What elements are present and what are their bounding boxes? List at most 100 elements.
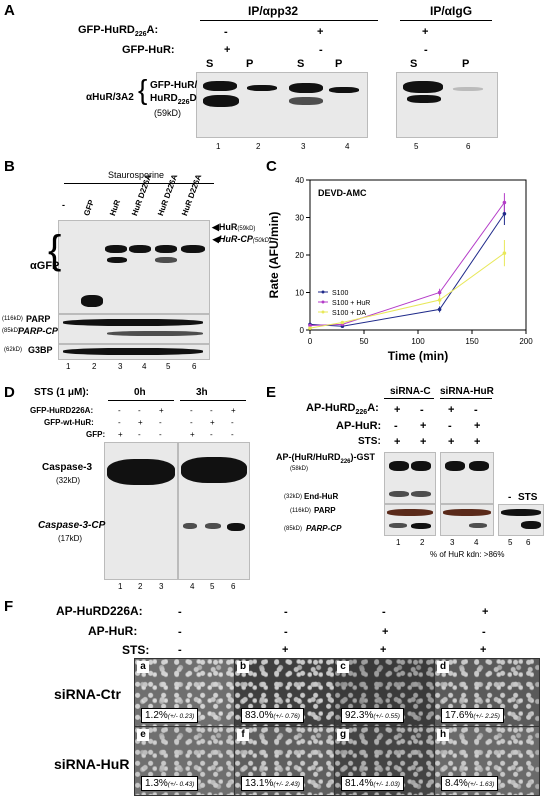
panel-b-hurcp-label: ◀HuR-CP(50kD) [212,234,271,244]
panel-e-lane-6: 6 [526,538,531,547]
panel-f-r2c4: - [482,626,486,638]
data-point-2-3 [502,251,507,255]
panel-e-blot-hur [440,452,494,504]
panel-c-letter: C [266,158,277,175]
panel-e-r3c3: + [448,436,455,448]
panel-a-lane-5: 5 [414,142,419,151]
panel-d-r2c6: - [231,418,234,427]
panel-f-r3c2: + [282,644,289,656]
panel-d-casp3-kd: (32kD) [56,476,81,485]
panel-e-row1-label: AP-HuRD226A: [306,402,379,417]
x-axis-label: Time (min) [388,349,448,363]
panel-a-row1-v3: + [422,26,429,38]
legend-label-0: S100 [332,290,348,297]
panel-a-blot-igg [396,72,498,138]
panel-d-r1c3: + [159,406,164,415]
micrograph-f: f 13.1%(+/- 2.43) [234,726,340,796]
x-tick-label-1: 50 [360,337,369,346]
panel-b-letter: B [4,158,15,175]
panel-b-parpcp-kd: (85kD) [2,328,21,334]
panel-d-lane-4: 4 [190,582,195,591]
lane-p3: P [462,58,470,70]
micrograph-e: e 1.3%(+/- 0.43) [134,726,240,796]
panel-c-chart: 0 50 100 150 200 0 10 20 30 40 DEVD-AMC Time (min) R… [267,176,533,363]
data-point-2-1 [340,320,345,325]
panel-b-parpcp: PARP-CP [18,326,58,336]
data-point-0-2 [437,307,442,312]
panel-e-row2-label: AP-HuR: [336,420,382,432]
panel-f-r1c2: - [284,606,288,618]
panel-d-r2c5: + [210,418,215,427]
panel-f-r3c4: + [480,644,487,656]
data-point-0-3 [502,211,507,216]
panel-d-lane-3: 3 [159,582,164,591]
panel-d-line-0h [108,400,174,401]
panel-d-time-3: 3h [196,387,208,398]
panel-b-blot-g3bp [58,344,210,360]
panel-e-endhur-kd: (32kD) [284,494,303,500]
micrograph-g-pct: 81.4%(+/- 1.03) [341,776,404,791]
legend-label-2: S100 + DA [332,310,366,317]
panel-f-r2c2: - [284,626,288,638]
panel-d-r3c4: + [190,430,195,439]
panel-e-row3-label: STS: [358,436,381,447]
panel-d-blot-0h [104,442,178,580]
chart-title: DEVD-AMC [318,188,367,198]
legend-label-1: S100 + HuR [332,300,370,307]
x-tick-label-3: 150 [465,337,479,346]
panel-d-r2c1: - [118,418,121,427]
panel-b-hdr-2: GFP [82,198,97,218]
panel-b-antibody: αGFP [30,260,60,272]
panel-f-letter: F [4,598,14,615]
panel-b-blot-parp [58,314,210,344]
data-point-1-3 [502,200,507,205]
panel-a-lane-3: 3 [301,142,306,151]
panel-e-r1c2: - [420,404,424,416]
panel-a-brace: { [138,74,148,105]
panel-d-r1c4: - [190,406,193,415]
panel-f-r2c1: - [178,626,182,638]
panel-a-letter: A [4,2,15,19]
micrograph-f-pct: 13.1%(+/- 2.43) [241,776,304,791]
panel-d-letter: D [4,384,15,401]
panel-d-sts-label: STS (1 μM): [34,387,90,398]
data-point-2-2 [437,298,442,302]
panel-b-bracket [64,183,214,184]
panel-f-row-hur: siRNA-HuR [54,756,130,772]
panel-e-sirna-hur: siRNA-HuR [440,386,494,397]
panel-a-row2-v3: - [424,44,428,56]
micrograph-h: h 8.4%(+/- 1.63) [434,726,540,796]
panel-a-blot-pp32 [196,72,368,138]
y-tick-label-0: 0 [300,326,305,335]
panel-f-r1c1: - [178,606,182,618]
micrograph-d-pct: 17.6%(+/- 2.25) [441,708,504,723]
panel-b-g3bp-kd: (62kD) [4,347,23,353]
legend-marker-1 [321,300,325,304]
panel-f-r3c3: + [380,644,387,656]
ip-igg-line [400,20,492,21]
panel-b-lane-6: 6 [192,362,197,371]
panel-e-lane-5: 5 [508,538,513,547]
lane-s3: S [410,58,418,70]
panel-f-r3c1: - [178,644,182,656]
panel-e-r2c2: + [420,420,427,432]
panel-f-r1c3: - [382,606,386,618]
ip-pp32-label: IP/αpp32 [248,4,299,18]
lane-s2: S [297,58,305,70]
panel-a-row2-v1: + [224,44,231,56]
panel-e-r1c3: + [448,404,455,416]
panel-b-parp: PARP [26,314,51,324]
panel-e-parp-kd: (116kD) [290,508,311,514]
panel-d-r1c1: - [118,406,121,415]
panel-b-lane-2: 2 [92,362,97,371]
panel-e-lane-2: 2 [420,538,425,547]
panel-d-r2c4: - [190,418,193,427]
panel-b-brace: { [48,228,62,272]
panel-b-g3bp: G3BP [28,345,53,355]
panel-d-r2c3: - [159,418,162,427]
y-tick-label-1: 10 [295,289,304,298]
panel-a-lane-2: 2 [256,142,261,151]
panel-d-casp3cp: Caspase-3-CP [38,520,106,531]
panel-a-band-label-1: GFP-HuR/ [150,80,198,91]
series-line-2 [309,252,505,329]
